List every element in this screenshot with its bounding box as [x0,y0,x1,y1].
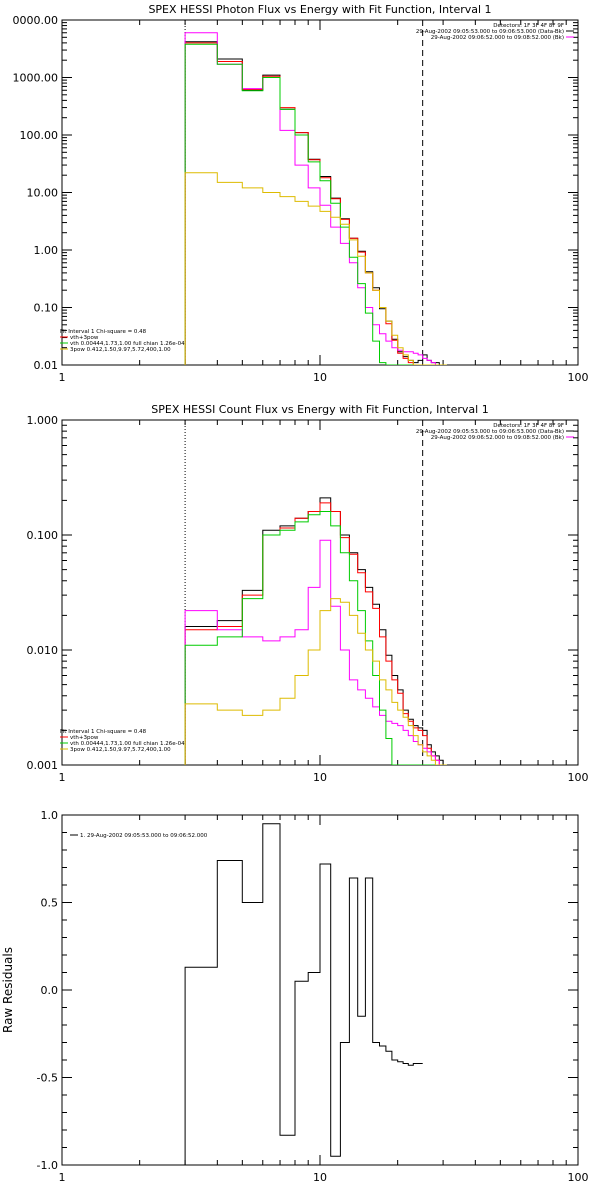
series-3pow [184,172,447,365]
series-group [184,32,447,365]
info-line: 29-Aug-2002 09:06:52.000 to 09:08:52.000… [431,435,564,441]
legend-entry: vth+3pow [70,335,99,341]
series-vth-3pow [184,502,447,765]
y-tick-label: 1.000 [27,414,59,427]
legend-entry: 3pow 0.412,1.50,9.97,5.72,400,1.00 [70,347,171,353]
legend-entry: 1. 29-Aug-2002 09:05:53.000 to 09:06:52.… [80,833,208,839]
x-tick-label: 1 [59,371,66,384]
chart-title: SPEX HESSI Count Flux vs Energy with Fit… [151,403,488,416]
y-tick-label: 0.010 [27,644,59,657]
series-residuals [184,823,423,1165]
x-tick-label: 100 [568,1171,589,1184]
chart-panel-1: SPEX HESSI Photon Flux vs Energy with Fi… [13,3,589,384]
legend-entry: vth+3pow [70,735,99,741]
y-tick-label: 0.0 [41,984,59,997]
y-axis-label: Raw Residuals [1,947,15,1033]
legend-entry: 3pow 0.412,1.50,9.97,5.72,400,1.00 [70,747,171,753]
series-vth [184,43,447,365]
x-tick-label: 1 [59,1171,66,1184]
y-tick-label: 1000.00 [13,72,59,85]
info-line: Detectors: 1F 3F 4F 8F 9F [493,23,564,29]
legend-entry: Fit Interval 1 Chi-square = 0.48 [60,729,147,735]
y-tick-label: 0.01 [34,359,59,372]
y-tick-label: 0.5 [41,897,59,910]
y-tick-label: 10.00 [27,187,59,200]
y-tick-label: 0.10 [34,302,59,315]
legend-entry: vth 0.00444,1.73,1.00 full chian 1.26e-0… [70,341,185,347]
info-line: 29-Aug-2002 09:05:53.000 to 09:06:53.000… [416,29,564,35]
x-tick-label: 10 [313,771,327,784]
info-line: Detectors: 1F 3F 4F 8F 9F [493,423,564,429]
x-tick-label: 100 [568,371,589,384]
plot-frame [61,419,579,766]
x-tick-label: 10 [313,1171,327,1184]
series-3pow [184,598,447,765]
series-data [184,41,447,365]
chart-panel-3: Raw Residuals 1 10 100 -1.0 -0.5 0.0 0.5 1.0 1. 2… [1,809,589,1184]
y-tick-label: 100.00 [20,129,59,142]
series-bkg [184,32,447,365]
series-group [184,823,423,1165]
y-tick-label: 0.001 [27,759,59,772]
legend-entry: Fit Interval 1 Chi-square = 0.48 [60,329,147,335]
series-vth-3pow [184,42,447,365]
y-tick-label: 1.0 [41,809,59,822]
series-bkg [184,539,447,765]
info-line: 29-Aug-2002 09:06:52.000 to 09:08:52.000… [431,35,564,41]
y-tick-label: -1.0 [37,1159,58,1172]
y-tick-label: 0000.00 [13,14,59,27]
series-group [184,497,447,765]
y-tick-label: -0.5 [37,1072,58,1085]
x-tick-label: 10 [313,371,327,384]
y-tick-label: 1.00 [34,244,59,257]
series-vth [184,511,447,765]
chart-panel-2: SPEX HESSI Count Flux vs Energy with Fit… [27,403,589,784]
info-line: 29-Aug-2002 09:05:53.000 to 09:06:53.000… [416,429,564,435]
series-data [184,497,447,765]
legend-entry: vth 0.00444,1.73,1.00 full chian 1.26e-0… [70,741,185,747]
y-tick-label: 0.100 [27,529,59,542]
x-tick-label: 100 [568,771,589,784]
chart-title: SPEX HESSI Photon Flux vs Energy with Fi… [148,3,491,16]
x-tick-label: 1 [59,771,66,784]
